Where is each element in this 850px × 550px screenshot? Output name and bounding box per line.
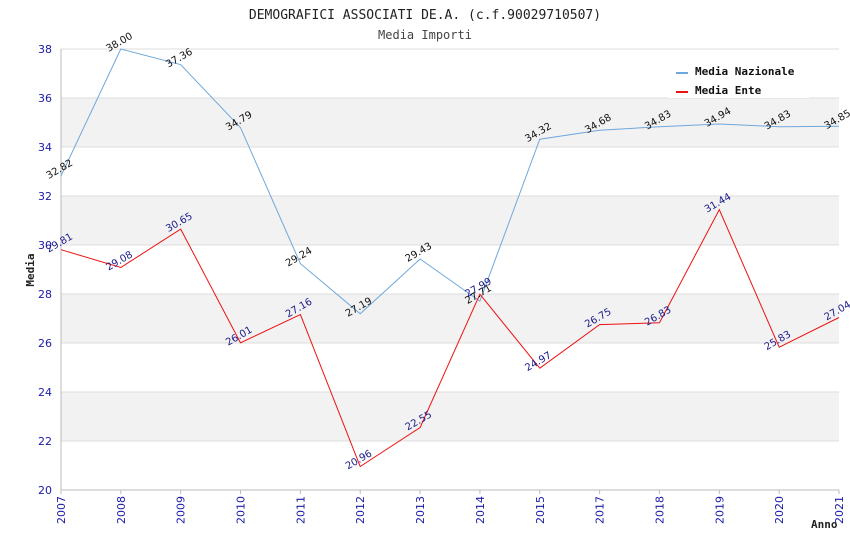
y-tick-labels: 20 22 24 26 28 30 32 34 36 38: [38, 43, 52, 497]
x-axis-label: Anno: [811, 518, 838, 531]
y-tick-label: 24: [38, 386, 52, 399]
x-tick-label: 2010: [235, 496, 248, 524]
x-tick-label: 2018: [653, 496, 666, 524]
x-tick-label: 2007: [55, 496, 68, 524]
x-tick-label: 2011: [294, 496, 307, 524]
x-tick-label: 2014: [474, 496, 487, 524]
y-tick-label: 34: [38, 141, 52, 154]
y-tick-label: 22: [38, 435, 52, 448]
y-tick-label: 32: [38, 190, 52, 203]
background-bands: [61, 49, 839, 490]
y-tick-label: 28: [38, 288, 52, 301]
x-tick-label: 2008: [115, 496, 128, 524]
legend-background: [668, 60, 810, 98]
y-tick-label: 26: [38, 337, 52, 350]
background-band: [61, 441, 839, 490]
legend-label-media-nazionale: Media Nazionale: [695, 65, 795, 78]
x-tick-label: 2021: [833, 496, 846, 524]
background-band: [61, 196, 839, 245]
background-band: [61, 98, 839, 147]
series-lines: [60, 48, 840, 468]
y-tick-label: 36: [38, 92, 52, 105]
x-tick-label: 2012: [354, 496, 367, 524]
series-line-media-nazionale: [60, 48, 840, 315]
x-tick-label: 2020: [773, 496, 786, 524]
chart-title: DEMOGRAFICI ASSOCIATI DE.A. (c.f.9002971…: [249, 8, 601, 23]
series-line-media-ente: [60, 208, 840, 468]
gridlines: [61, 48, 839, 491]
background-band: [61, 343, 839, 392]
x-tick-label: 2009: [175, 496, 188, 524]
chart-subtitle: Media Importi: [378, 28, 472, 42]
legend: Media Nazionale Media Ente: [668, 60, 810, 98]
legend-label-media-ente: Media Ente: [695, 84, 762, 97]
x-tick-labels: 2007 2008 2009 2010 2011 2012 2013 2014 2015 2017…: [55, 490, 846, 524]
background-band: [61, 392, 839, 441]
x-tick-label: 2015: [534, 496, 547, 524]
background-band: [61, 294, 839, 343]
background-band: [61, 147, 839, 196]
x-tick-label: 2013: [414, 496, 427, 524]
x-tick-label: 2019: [713, 496, 726, 524]
background-band: [61, 245, 839, 294]
y-tick-label: 30: [38, 239, 52, 252]
y-tick-label: 20: [38, 484, 52, 497]
y-tick-label: 38: [38, 43, 52, 56]
y-axis-label: Media: [24, 253, 37, 286]
x-tick-label: 2017: [594, 496, 607, 524]
